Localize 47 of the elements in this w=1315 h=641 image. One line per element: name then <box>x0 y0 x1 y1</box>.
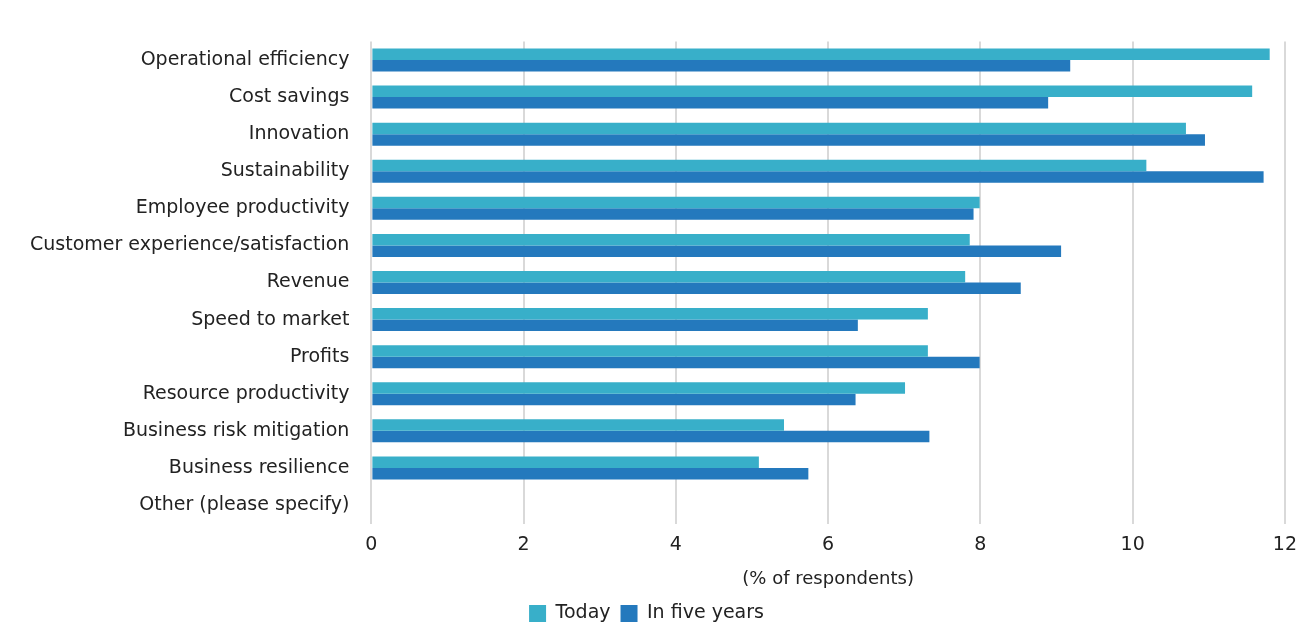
y-tick-label: Innovation <box>248 121 350 144</box>
bar <box>372 159 1147 172</box>
bar <box>372 456 759 468</box>
bar <box>372 467 809 480</box>
bar <box>372 208 974 220</box>
bar <box>372 233 970 246</box>
y-tick-label: Operational efficiency <box>140 46 350 69</box>
y-tick-label: Sustainability <box>220 158 350 181</box>
bar <box>372 430 930 443</box>
bar <box>372 48 1270 60</box>
x-tick-label: 10 <box>1120 531 1145 554</box>
bar <box>372 356 980 369</box>
bar <box>372 345 928 357</box>
y-tick-label: Business resilience <box>168 454 350 477</box>
y-tick-label: Customer experience/satisfaction <box>29 232 350 255</box>
bar <box>372 271 966 283</box>
bar <box>372 245 1062 257</box>
y-tick-label: Business risk mitigation <box>122 417 350 440</box>
bar <box>372 171 1264 183</box>
x-tick-label: 6 <box>822 531 835 554</box>
bar <box>372 319 858 332</box>
x-tick-label: 0 <box>365 531 378 554</box>
x-tick-label: 8 <box>974 531 987 554</box>
y-tick-label: Resource productivity <box>142 380 350 403</box>
legend-label: Today <box>554 600 611 623</box>
bar <box>372 97 1049 109</box>
bar <box>372 282 1021 294</box>
legend-label: In five years <box>647 600 764 623</box>
y-tick-label: Cost savings <box>229 83 350 106</box>
y-tick-label: Employee productivity <box>135 195 350 218</box>
bar <box>372 393 856 406</box>
bar <box>372 382 906 394</box>
bar <box>372 122 1186 135</box>
y-tick-label: Other (please specify) <box>139 491 350 514</box>
y-tick-label: Profits <box>289 343 350 366</box>
x-axis-title: (% of respondents) <box>742 566 914 588</box>
bar <box>372 419 784 431</box>
bar <box>372 85 1253 98</box>
y-tick-label: Revenue <box>266 269 350 292</box>
bar <box>372 196 980 209</box>
x-tick-label: 12 <box>1272 531 1298 554</box>
x-tick-label: 4 <box>669 531 682 554</box>
bar <box>372 134 1205 146</box>
y-tick-label: Speed to market <box>191 306 350 329</box>
x-tick-label: 2 <box>517 531 530 554</box>
bar <box>372 59 1071 72</box>
bar <box>372 308 928 320</box>
